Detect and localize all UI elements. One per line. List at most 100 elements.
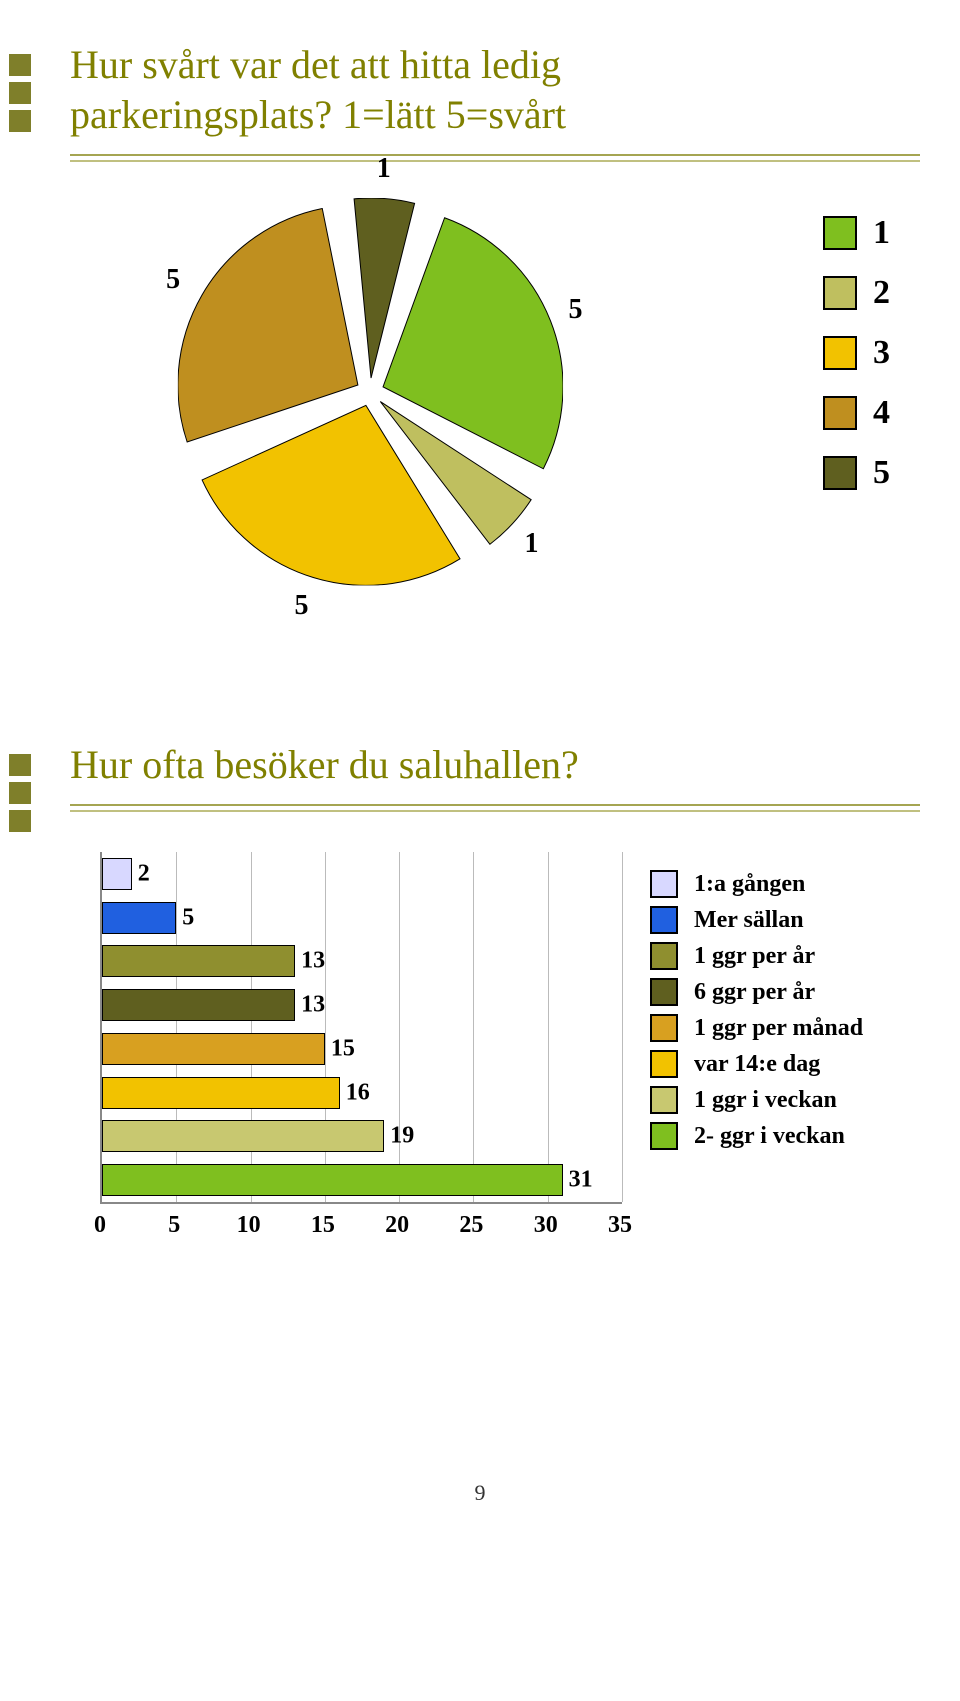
legend-item: 1 [823, 214, 890, 252]
page: Hur svårt var det att hitta ledig parker… [0, 40, 960, 1506]
sidebar-square [9, 782, 31, 804]
title-rule-1 [70, 804, 920, 806]
legend-swatch [650, 978, 678, 1006]
pie-chart [190, 212, 550, 572]
title-rule-2 [70, 810, 920, 812]
legend-item: 1 ggr i veckan [650, 1086, 863, 1114]
legend-label: 4 [873, 394, 890, 432]
sidebar-square [9, 110, 31, 132]
bar-plot: 25131315161931 [100, 852, 622, 1204]
bar-value: 13 [301, 948, 325, 975]
legend-label: 5 [873, 454, 890, 492]
xtick: 35 [608, 1212, 632, 1239]
bar-chart-area: 25131315161931 05101520253035 1:a gången… [70, 832, 920, 1292]
bar: 16 [102, 1077, 340, 1109]
bar-value: 15 [331, 1035, 355, 1062]
bar-value: 13 [301, 992, 325, 1019]
legend-item: 1 ggr per år [650, 942, 863, 970]
legend-swatch [823, 336, 857, 370]
legend-item: Mer sällan [650, 906, 863, 934]
bar-fill [102, 858, 132, 890]
legend-item: 1 ggr per månad [650, 1014, 863, 1042]
bar: 15 [102, 1033, 325, 1065]
legend-item: 1:a gången [650, 870, 863, 898]
pie-slice-value: 5 [295, 590, 309, 622]
pie-title: Hur svårt var det att hitta ledig parker… [70, 40, 920, 148]
legend-label: 1 ggr per månad [694, 1015, 863, 1042]
legend-label: var 14:e dag [694, 1051, 820, 1078]
pie-title-wrap: Hur svårt var det att hitta ledig parker… [70, 40, 920, 162]
xtick: 10 [237, 1212, 261, 1239]
gridline [548, 852, 549, 1202]
bar-fill [102, 989, 295, 1021]
legend-item: 4 [823, 394, 890, 432]
pie-slice-value: 5 [166, 264, 180, 296]
pie-section: Hur svårt var det att hitta ledig parker… [0, 40, 960, 680]
xtick: 0 [94, 1212, 106, 1239]
xtick: 25 [459, 1212, 483, 1239]
title-rule-2 [70, 160, 920, 162]
legend-item: 5 [823, 454, 890, 492]
legend-item: 6 ggr per år [650, 978, 863, 1006]
legend-item: var 14:e dag [650, 1050, 863, 1078]
bar-fill [102, 902, 176, 934]
legend-swatch [823, 456, 857, 490]
legend-swatch [650, 870, 678, 898]
legend-label: 1:a gången [694, 871, 805, 898]
legend-swatch [823, 396, 857, 430]
bar: 2 [102, 858, 132, 890]
legend-swatch [823, 276, 857, 310]
xtick: 5 [168, 1212, 180, 1239]
legend-label: 6 ggr per år [694, 979, 815, 1006]
legend-label: 2- ggr i veckan [694, 1123, 845, 1150]
bar: 5 [102, 902, 176, 934]
legend-swatch [650, 1086, 678, 1114]
sidebar-square [9, 54, 31, 76]
bar: 13 [102, 945, 295, 977]
title-rule-1 [70, 154, 920, 156]
bar: 31 [102, 1164, 563, 1196]
pie-slice-value: 1 [377, 153, 391, 185]
legend-label: 2 [873, 274, 890, 312]
pie-slice-value: 1 [524, 528, 538, 560]
legend-swatch [823, 216, 857, 250]
sidebar-square [9, 82, 31, 104]
bar-fill [102, 1033, 325, 1065]
legend-label: 1 [873, 214, 890, 252]
bar-value: 19 [390, 1123, 414, 1150]
gridline [622, 852, 623, 1202]
pie-legend: 1 2 3 4 5 [823, 192, 890, 514]
legend-swatch [650, 906, 678, 934]
sidebar-square [9, 810, 31, 832]
bar-wrap: 25131315161931 05101520253035 1:a gången… [70, 832, 920, 1292]
legend-swatch [650, 1122, 678, 1150]
legend-label: Mer sällan [694, 907, 804, 934]
bar: 19 [102, 1120, 384, 1152]
legend-item: 2 [823, 274, 890, 312]
page-number: 9 [0, 1480, 960, 1506]
sidebar-decor [0, 740, 40, 1420]
legend-label: 1 ggr i veckan [694, 1087, 837, 1114]
sidebar-decor [0, 40, 40, 680]
bar: 13 [102, 989, 295, 1021]
bar-title: Hur ofta besöker du saluhallen? [70, 740, 920, 798]
bar-fill [102, 1120, 384, 1152]
sidebar-square [9, 754, 31, 776]
xtick: 30 [534, 1212, 558, 1239]
bar-fill [102, 1077, 340, 1109]
xtick: 20 [385, 1212, 409, 1239]
pie-slice-value: 5 [568, 294, 582, 326]
pie-title-line2: parkeringsplats? 1=lätt 5=svårt [70, 92, 566, 137]
bar-legend: 1:a gången Mer sällan 1 ggr per år 6 ggr pe… [650, 862, 863, 1158]
legend-swatch [650, 1050, 678, 1078]
legend-label: 1 ggr per år [694, 943, 815, 970]
legend-label: 3 [873, 334, 890, 372]
bar-value: 16 [346, 1079, 370, 1106]
pie-wrap: 5 1 5 5 1 1 2 3 4 5 [70, 182, 920, 612]
legend-swatch [650, 1014, 678, 1042]
bar-title-wrap: Hur ofta besöker du saluhallen? [70, 740, 920, 812]
bar-fill [102, 945, 295, 977]
legend-item: 2- ggr i veckan [650, 1122, 863, 1150]
bar-xaxis: 05101520253035 [100, 1204, 620, 1244]
pie-chart-area: 5 1 5 5 1 1 2 3 4 5 [70, 182, 920, 612]
